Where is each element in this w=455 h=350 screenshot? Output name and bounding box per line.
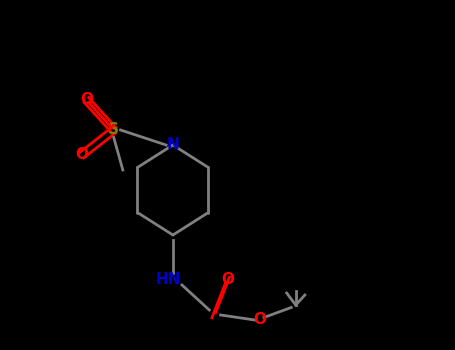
Text: O: O — [76, 147, 88, 162]
Text: O: O — [221, 273, 234, 287]
Text: O: O — [80, 92, 93, 107]
Text: O: O — [253, 313, 266, 328]
Text: N: N — [167, 138, 179, 153]
Text: HN: HN — [156, 273, 181, 287]
Text: S: S — [108, 122, 119, 138]
